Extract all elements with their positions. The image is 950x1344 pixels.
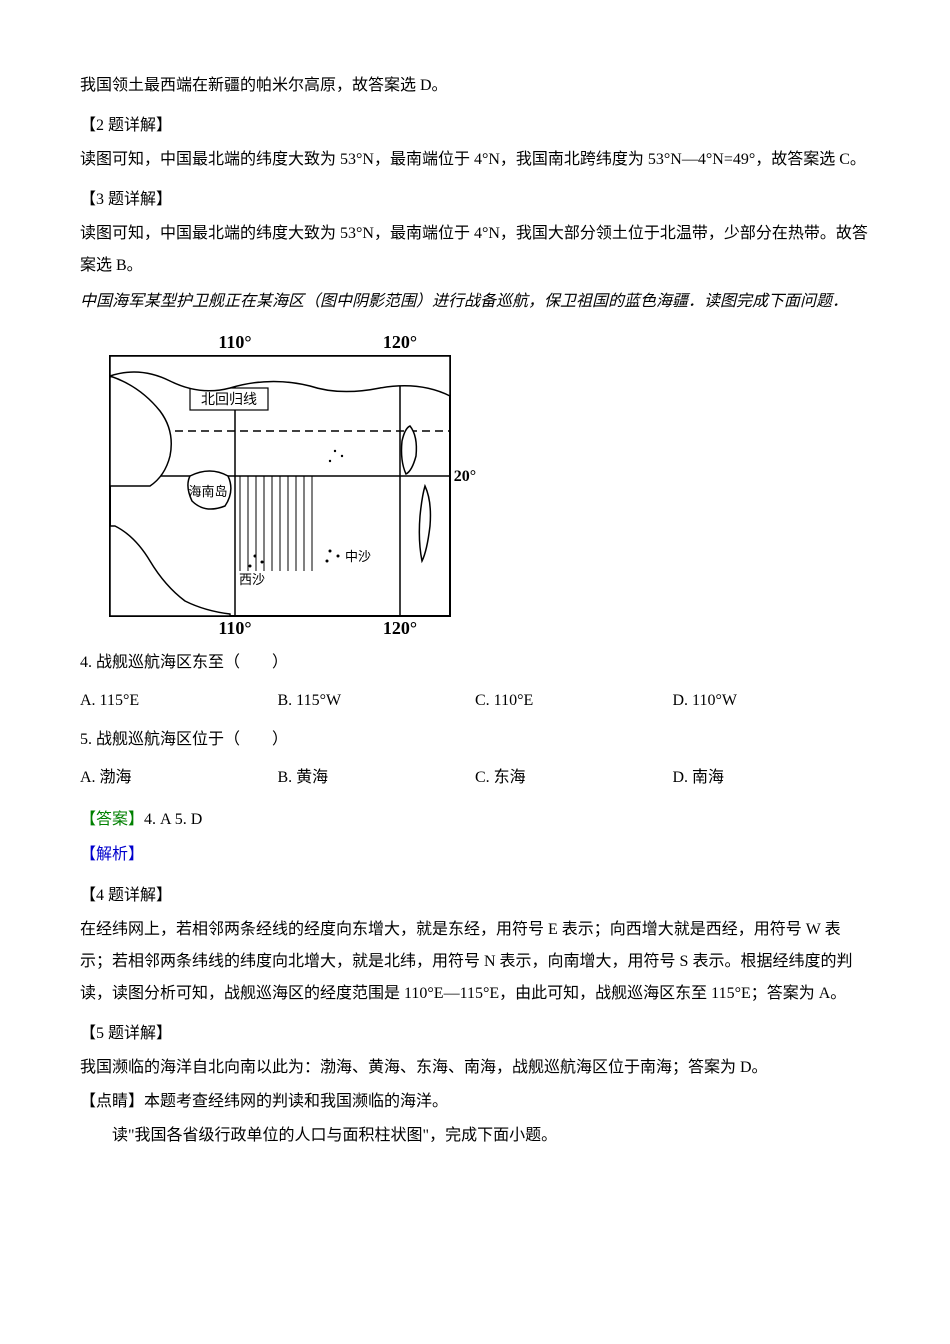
zhongsha-label: 中沙 (345, 549, 371, 564)
paragraph-3: 读图可知，中国最北端的纬度大致为 53°N，最南端位于 4°N，我国大部分领土位… (80, 218, 870, 282)
map-svg: 110° 120° 110° 120° 20° 20° 北回归线 海南岛 (80, 326, 480, 636)
q5-opt-b: B. 黄海 (278, 759, 476, 797)
q5-opt-c: C. 东海 (475, 759, 673, 797)
q4-stem: 4. 战舰巡航海区东至（ ） (80, 644, 870, 682)
q5-opt-a: A. 渤海 (80, 759, 278, 797)
next-question-intro: 读"我国各省级行政单位的人口与面积柱状图"，完成下面小题。 (80, 1120, 870, 1152)
answer-text: 4. A 5. D (144, 811, 202, 828)
tropic-label: 北回归线 (201, 391, 257, 408)
lat-20-right: 20° (454, 468, 476, 485)
explain-label: 【解析】 (80, 837, 870, 872)
heading-q5: 【5 题详解】 (80, 1018, 870, 1050)
lon-120-bottom: 120° (383, 618, 417, 636)
q4-opt-a: A. 115°E (80, 682, 278, 720)
paragraph-5: 我国濒临的海洋自北向南以此为：渤海、黄海、东海、南海，战舰巡航海区位于南海；答案… (80, 1052, 870, 1084)
q4-options: A. 115°E B. 115°W C. 110°E D. 110°W (80, 682, 870, 720)
hainan-label: 海南岛 (188, 484, 227, 499)
map-figure: 110° 120° 110° 120° 20° 20° 北回归线 海南岛 (80, 326, 870, 636)
heading-q2: 【2 题详解】 (80, 110, 870, 142)
answer-line: 【答案】4. A 5. D (80, 802, 870, 837)
lon-120-top: 120° (383, 332, 417, 352)
paragraph-4: 在经纬网上，若相邻两条经线的经度向东增大，就是东经，用符号 E 表示；向西增大就… (80, 914, 870, 1010)
q4-opt-c: C. 110°E (475, 682, 673, 720)
lon-110-bottom: 110° (218, 618, 251, 636)
q5-opt-d: D. 南海 (673, 759, 871, 797)
q5-options: A. 渤海 B. 黄海 C. 东海 D. 南海 (80, 759, 870, 797)
xisha-label: 西沙 (239, 572, 265, 587)
question-intro: 中国海军某型护卫舰正在某海区（图中阴影范围）进行战备巡航，保卫祖国的蓝色海疆．读… (80, 286, 870, 318)
lon-110-top: 110° (218, 332, 251, 352)
tip-line: 【点睛】本题考查经纬网的判读和我国濒临的海洋。 (80, 1086, 870, 1118)
heading-q3: 【3 题详解】 (80, 184, 870, 216)
answer-label: 【答案】 (80, 811, 144, 828)
q4-opt-d: D. 110°W (673, 682, 871, 720)
paragraph-2: 读图可知，中国最北端的纬度大致为 53°N，最南端位于 4°N，我国南北跨纬度为… (80, 144, 870, 176)
q5-stem: 5. 战舰巡航海区位于（ ） (80, 721, 870, 759)
paragraph-1: 我国领土最西端在新疆的帕米尔高原，故答案选 D。 (80, 70, 870, 102)
heading-q4: 【4 题详解】 (80, 880, 870, 912)
q4-opt-b: B. 115°W (278, 682, 476, 720)
